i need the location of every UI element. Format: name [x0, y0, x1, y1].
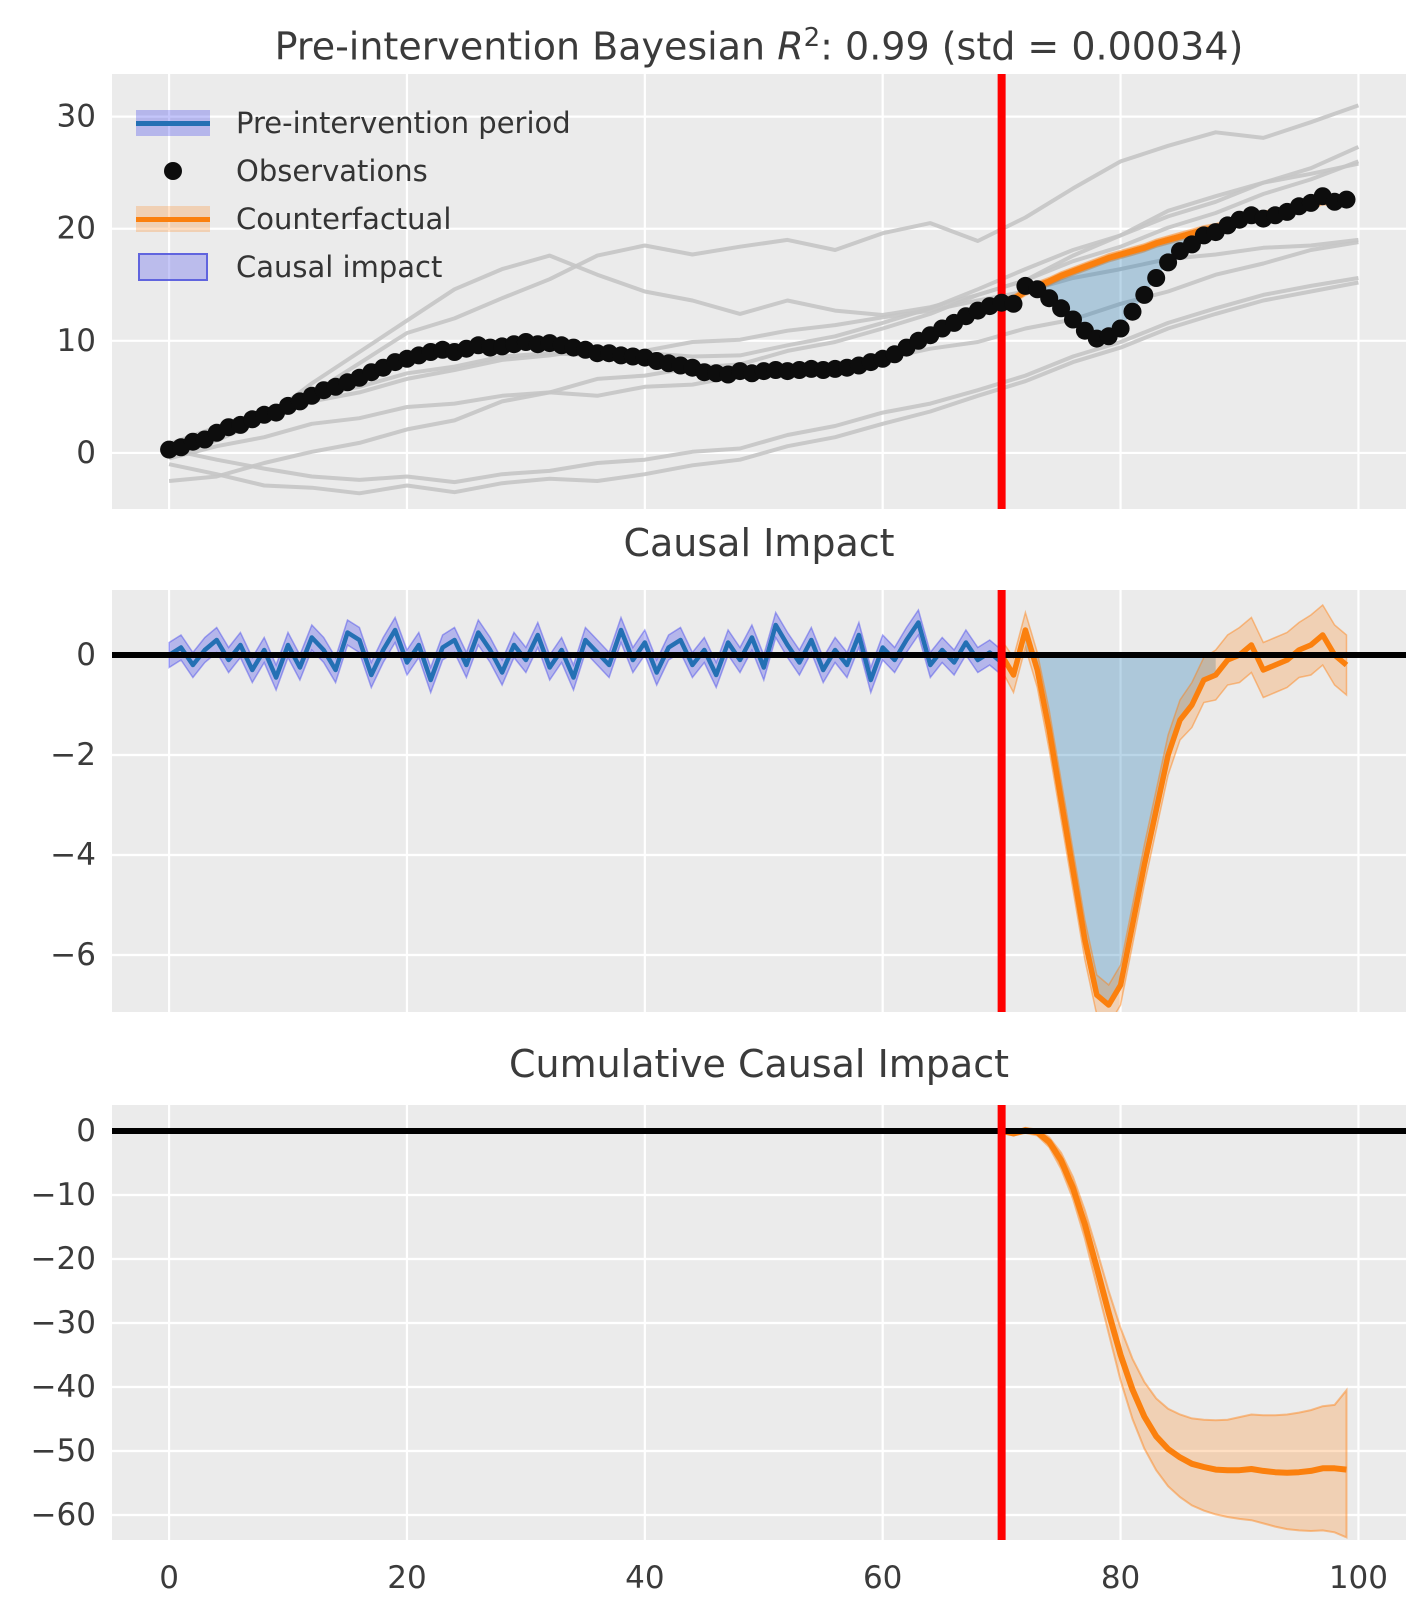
- y-tick-label: 30: [57, 99, 96, 135]
- title-prefix: Pre-intervention Bayesian: [274, 24, 778, 69]
- top-plot-background: [112, 74, 1406, 509]
- middle-plot-title: Causal Impact: [623, 521, 895, 565]
- legend-label: Causal impact: [236, 250, 443, 284]
- causal-impact-fill: [1001, 196, 1347, 339]
- dot-glyph: [164, 162, 182, 180]
- bottom-plot: 0 −10 −20 −30 −40 −50 −60 0 20 40 60 80 100: [31, 1105, 1406, 1596]
- band-glyph: [136, 206, 210, 232]
- y-tick-label: −50: [31, 1433, 96, 1469]
- cumulative-impact-line: [1000, 1127, 1347, 1476]
- counterfactual-band-line-icon: [136, 206, 210, 232]
- legend-item-causal-impact: Causal impact: [136, 243, 571, 291]
- title-r-symbol: R: [777, 24, 804, 69]
- causal-impact-patch-icon: [136, 253, 210, 281]
- control-series-line-1: [168, 103, 1360, 453]
- middle-plot-series: [112, 590, 1406, 1012]
- title-exponent: 2: [803, 23, 821, 53]
- bottom-plot-title: Cumulative Causal Impact: [508, 1042, 1009, 1086]
- observation-point: [1337, 190, 1356, 209]
- control-series-line-4: [168, 161, 1359, 483]
- y-tick-label: −10: [31, 1177, 96, 1213]
- observation-point: [1052, 299, 1071, 318]
- y-tick-label: −30: [31, 1305, 96, 1341]
- impact-post-line: [999, 627, 1349, 1008]
- y-tick-label: −40: [31, 1369, 96, 1405]
- x-tick-label: 20: [387, 1560, 426, 1596]
- bottom-plot-series: [112, 1105, 1406, 1540]
- x-tick-label: 80: [1101, 1560, 1140, 1596]
- x-tick-label: 100: [1329, 1560, 1388, 1596]
- y-tick-label: 10: [57, 323, 96, 359]
- control-series-line-7: [168, 276, 1359, 485]
- middle-plot: 0 −2 −4 −6: [50, 590, 1406, 1012]
- observation-point: [1040, 289, 1059, 308]
- observation-point: [1064, 310, 1082, 329]
- observation-point: [1123, 302, 1142, 321]
- x-tick-label: 0: [159, 1560, 179, 1596]
- control-series-line-6: [168, 280, 1359, 496]
- y-tick-label: −2: [50, 737, 96, 773]
- x-tick-label: 60: [863, 1560, 902, 1596]
- y-tick-label: −20: [31, 1241, 96, 1277]
- legend-item-counterfactual: Counterfactual: [136, 195, 571, 243]
- observation-point: [1004, 294, 1023, 313]
- line-glyph: [136, 216, 210, 222]
- legend-item-pre-intervention-period: Pre-intervention period: [136, 99, 571, 147]
- observations-dot-icon: [136, 162, 210, 180]
- observations-series: [160, 187, 1356, 459]
- top-plot-series: [160, 74, 1360, 509]
- observation-point: [1135, 285, 1154, 304]
- control-series-line-2: [168, 159, 1360, 459]
- y-tick-label: 20: [57, 211, 96, 247]
- observation-point: [1111, 319, 1130, 338]
- impact-pre-line: [167, 620, 1004, 683]
- line-glyph: [136, 120, 210, 126]
- band-glyph: [136, 110, 210, 136]
- x-tick-label: 40: [625, 1560, 664, 1596]
- legend-label: Counterfactual: [236, 202, 452, 236]
- y-tick-label: 0: [76, 637, 96, 673]
- legend-item-observations: Observations: [136, 147, 571, 195]
- y-tick-label: −4: [50, 837, 96, 873]
- y-tick-label: 0: [76, 435, 96, 471]
- y-tick-label: 0: [76, 1113, 96, 1149]
- title-suffix: : 0.99 (std = 0.00034): [820, 24, 1244, 69]
- legend-label: Pre-intervention period: [236, 106, 571, 140]
- causal-impact-fill: [1025, 630, 1216, 1005]
- top-plot-title: Pre-intervention Bayesian R2: 0.99 (std …: [112, 15, 1406, 70]
- legend-label: Observations: [236, 154, 428, 188]
- legend: Pre-intervention period Observations Count…: [136, 99, 571, 291]
- patch-glyph: [138, 253, 208, 281]
- observation-point: [1147, 269, 1166, 287]
- control-series-line-3: [168, 145, 1360, 450]
- y-tick-label: −60: [31, 1497, 96, 1533]
- pre-intervention-band-line-icon: [136, 110, 210, 136]
- observation-point: [1159, 253, 1178, 272]
- y-tick-label: −6: [50, 937, 96, 973]
- top-plot: 0 10 20 30: [57, 74, 1406, 509]
